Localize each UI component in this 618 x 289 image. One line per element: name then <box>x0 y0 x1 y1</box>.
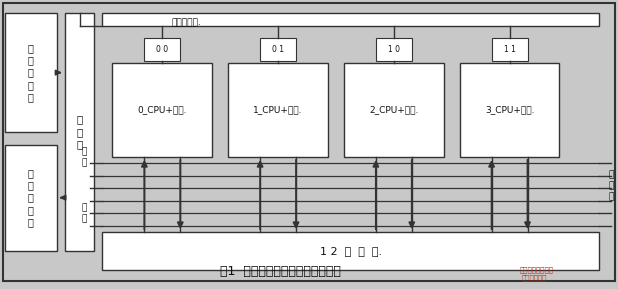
Text: 通信串行口.: 通信串行口. <box>171 18 201 27</box>
Text: 图1  多机通信程控交换机结构框图: 图1 多机通信程控交换机结构框图 <box>220 265 341 278</box>
Text: 分
机
摘
挂
机: 分 机 摘 挂 机 <box>28 43 33 102</box>
Text: 0_CPU+地址.: 0_CPU+地址. <box>138 105 187 115</box>
Text: 1 0: 1 0 <box>388 45 400 54</box>
Bar <box>491 38 528 61</box>
Text: 拨
号: 拨 号 <box>82 203 87 223</box>
Text: 电子工程世界: 电子工程世界 <box>522 274 547 281</box>
Text: 上
位
机: 上 位 机 <box>77 115 83 149</box>
Bar <box>344 63 444 157</box>
Text: 分
机
摘
挂
转: 分 机 摘 挂 转 <box>28 168 33 227</box>
Bar <box>376 38 412 61</box>
Text: 2_CPU+地址.: 2_CPU+地址. <box>369 105 418 115</box>
Bar <box>228 63 328 157</box>
Text: 编
路: 编 路 <box>82 147 87 167</box>
Bar <box>5 13 57 132</box>
Text: 1 2  个  分  机.: 1 2 个 分 机. <box>320 246 382 256</box>
Text: 1_CPU+地址.: 1_CPU+地址. <box>253 105 303 115</box>
Text: 信
号
音: 信 号 音 <box>609 170 614 201</box>
Bar <box>112 63 212 157</box>
Bar <box>5 144 57 251</box>
Bar <box>103 13 599 26</box>
Bar <box>145 38 180 61</box>
Text: 0 1: 0 1 <box>272 45 284 54</box>
Bar <box>460 63 559 157</box>
Text: 1 1: 1 1 <box>504 45 515 54</box>
Bar <box>64 13 95 251</box>
Text: 0 0: 0 0 <box>156 45 168 54</box>
Bar <box>260 38 296 61</box>
Text: 电气自动化技术网: 电气自动化技术网 <box>520 267 554 273</box>
Bar <box>103 232 599 270</box>
Text: 3_CPU+地址.: 3_CPU+地址. <box>485 105 535 115</box>
